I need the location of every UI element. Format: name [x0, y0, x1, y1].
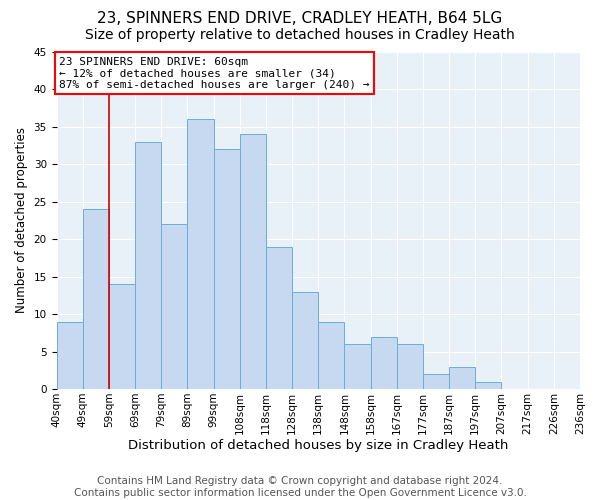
Text: 23 SPINNERS END DRIVE: 60sqm
← 12% of detached houses are smaller (34)
87% of se: 23 SPINNERS END DRIVE: 60sqm ← 12% of de…	[59, 56, 370, 90]
Bar	[109, 284, 135, 389]
Bar	[266, 246, 292, 389]
Bar	[56, 322, 83, 389]
Bar	[475, 382, 502, 389]
Text: Contains HM Land Registry data © Crown copyright and database right 2024.
Contai: Contains HM Land Registry data © Crown c…	[74, 476, 526, 498]
Text: 23, SPINNERS END DRIVE, CRADLEY HEATH, B64 5LG: 23, SPINNERS END DRIVE, CRADLEY HEATH, B…	[97, 11, 503, 26]
Bar	[397, 344, 423, 389]
Bar	[423, 374, 449, 389]
Bar	[240, 134, 266, 389]
Bar	[135, 142, 161, 389]
Bar	[83, 209, 109, 389]
Bar	[187, 119, 214, 389]
Bar	[371, 336, 397, 389]
Bar	[449, 366, 475, 389]
X-axis label: Distribution of detached houses by size in Cradley Heath: Distribution of detached houses by size …	[128, 440, 508, 452]
Bar	[344, 344, 371, 389]
Y-axis label: Number of detached properties: Number of detached properties	[15, 128, 28, 314]
Bar	[161, 224, 187, 389]
Bar	[292, 292, 318, 389]
Bar	[318, 322, 344, 389]
Bar	[214, 149, 240, 389]
Text: Size of property relative to detached houses in Cradley Heath: Size of property relative to detached ho…	[85, 28, 515, 42]
